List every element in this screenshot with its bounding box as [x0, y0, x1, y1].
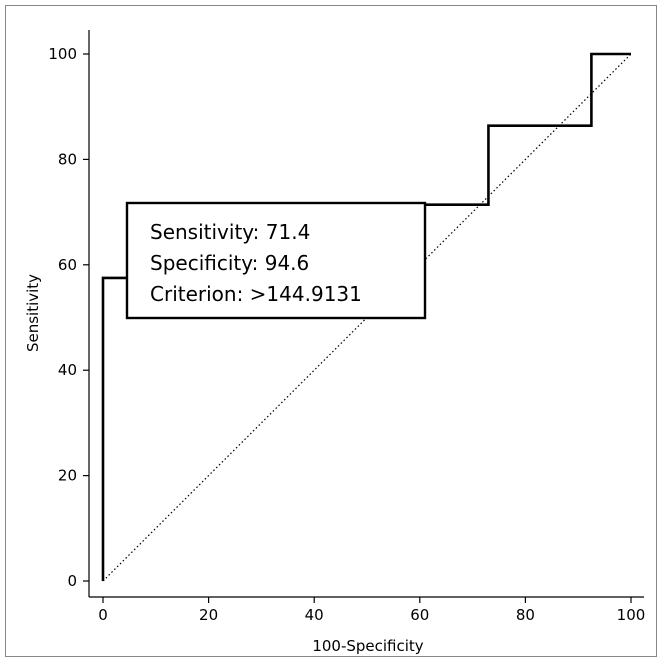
y-tick-label: 100	[48, 45, 77, 63]
x-tick-label: 80	[516, 606, 535, 624]
x-tick-label: 20	[199, 606, 218, 624]
y-tick-label: 80	[58, 150, 77, 168]
x-axis-ticks: 0 20 40 60 80 100	[98, 597, 645, 624]
y-axis-label: Sensitivity	[24, 274, 42, 352]
annotation-criterion: Criterion: >144.9131	[150, 282, 362, 306]
x-tick-label: 0	[98, 606, 108, 624]
annotation-frame	[125, 201, 427, 320]
y-tick-label: 40	[58, 361, 77, 379]
x-tick-label: 100	[617, 606, 646, 624]
y-tick-label: 60	[58, 256, 77, 274]
y-tick-label: 20	[58, 467, 77, 485]
y-tick-label: 0	[67, 572, 77, 590]
annotation-box: Sensitivity: 71.4 Specificity: 94.6 Crit…	[125, 201, 427, 320]
x-tick-label: 40	[305, 606, 324, 624]
x-tick-label: 60	[410, 606, 429, 624]
x-axis-label: 100-Specificity	[312, 637, 423, 655]
y-axis-ticks: 0 20 40 60 80 100	[48, 45, 89, 590]
annotation-sensitivity: Sensitivity: 71.4	[150, 220, 310, 244]
annotation-specificity: Specificity: 94.6	[150, 251, 309, 275]
roc-curve-line	[101, 52, 631, 581]
figure-frame	[5, 5, 657, 657]
